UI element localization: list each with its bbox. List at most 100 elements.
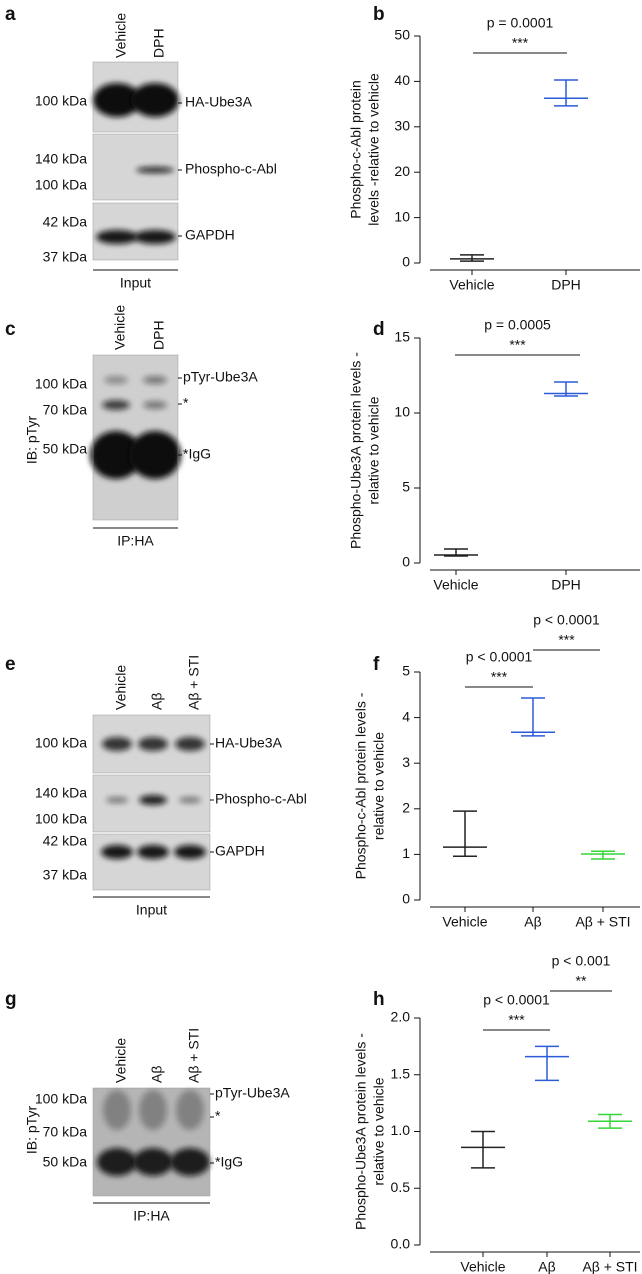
band-label: pTyr-Ube3A: [183, 369, 258, 385]
footer-label: Input: [120, 275, 151, 291]
band-label: *IgG: [215, 1154, 243, 1170]
footer-label: Input: [136, 902, 167, 918]
blot-band: [138, 737, 168, 751]
lane-label: DPH: [151, 320, 167, 350]
marker-label: 70 kDa: [43, 1124, 88, 1140]
y-tick-label: 10: [394, 404, 410, 420]
significance-stars: ***: [558, 632, 575, 648]
y-tick-label: 0.5: [391, 1179, 411, 1195]
y-axis-label: relative to vehicle: [371, 732, 387, 840]
blot-band: [103, 1090, 131, 1130]
blot-band: [175, 737, 205, 751]
blot-frame: [92, 774, 211, 833]
panel-letter: h: [373, 989, 385, 1010]
band-label: HA-Ube3A: [185, 94, 253, 110]
y-tick-label: 4: [402, 708, 410, 724]
lane-label: Aβ + STI: [186, 1028, 202, 1083]
blot-band: [139, 1090, 167, 1130]
band-label: Phospho-c-Abl: [215, 791, 307, 807]
y-axis-label: relative to vehicle: [366, 396, 382, 504]
blot-band: [176, 1090, 204, 1130]
y-tick-label: 40: [394, 72, 410, 88]
p-value: p < 0.001: [552, 953, 611, 969]
lane-label: DPH: [151, 28, 167, 58]
blot-band: [101, 845, 133, 859]
band-label: *IgG: [183, 446, 211, 462]
blot-band: [143, 376, 167, 384]
blot-band: [104, 376, 128, 384]
y-tick-label: 1: [402, 845, 410, 861]
significance-stars: **: [576, 973, 587, 989]
blot-frame: [92, 1087, 211, 1197]
y-axis-label: Phospho-Ube3A protein levels -: [348, 352, 364, 549]
marker-label: 100 kDa: [35, 177, 87, 193]
marker-label: 100 kDa: [35, 735, 87, 751]
panel-letter: a: [5, 4, 16, 25]
lane-label: Vehicle: [113, 13, 129, 58]
significance-stars: ***: [509, 337, 526, 353]
marker-label: 50 kDa: [43, 1154, 88, 1170]
marker-label: 42 kDa: [43, 833, 88, 849]
blot-frame: [92, 133, 179, 201]
footer-label: IP:HA: [133, 1208, 170, 1224]
marker-label: 100 kDa: [35, 376, 87, 392]
marker-label: 37 kDa: [43, 249, 88, 265]
blot-frame: [92, 833, 211, 891]
blot-band: [129, 431, 181, 479]
y-tick-label: 50: [394, 27, 410, 43]
blot-band: [179, 797, 201, 803]
marker-label: 140 kDa: [35, 151, 87, 167]
band-label: *: [183, 395, 189, 411]
lane-label: Aβ: [149, 1066, 165, 1083]
y-tick-label: 30: [394, 118, 410, 134]
y-axis-label: levels -relative to vehicle: [366, 73, 382, 226]
y-axis-label: Phospho-Ube3A protein levels -: [353, 1033, 369, 1230]
x-tick-label: Aβ + STI: [575, 914, 630, 930]
blot-band: [96, 230, 138, 244]
blot-frame: [92, 202, 179, 261]
blot-band: [174, 845, 206, 859]
panel-letter: g: [5, 989, 17, 1010]
lane-label: Aβ + STI: [186, 655, 202, 710]
blot-band: [106, 797, 128, 803]
y-tick-label: 0: [402, 891, 410, 907]
band-label: *: [215, 1108, 221, 1124]
marker-label: 100 kDa: [35, 811, 87, 827]
panel-letter: f: [373, 654, 380, 675]
band-label: Phospho-c-Abl: [185, 161, 277, 177]
band-label: HA-Ube3A: [215, 735, 283, 751]
y-axis-label: relative to vehicle: [371, 1077, 387, 1185]
blot-band: [170, 1148, 210, 1176]
blot-band: [90, 431, 142, 479]
side-label: IB: pTyr: [24, 1106, 40, 1155]
significance-stars: ***: [512, 35, 529, 51]
marker-label: 140 kDa: [35, 785, 87, 801]
blot-band: [131, 83, 179, 117]
blot-band: [133, 1148, 173, 1176]
x-tick-label: Aβ + STI: [582, 1259, 637, 1274]
footer-label: IP:HA: [117, 533, 154, 549]
x-tick-label: Aβ: [538, 1259, 555, 1274]
y-tick-label: 0: [402, 254, 410, 270]
y-tick-label: 1.0: [391, 1122, 411, 1138]
y-tick-label: 0: [402, 554, 410, 570]
x-tick-label: Vehicle: [433, 577, 478, 593]
x-tick-label: Vehicle: [449, 277, 494, 293]
lane-label: Vehicle: [112, 305, 128, 350]
blot-band: [102, 737, 132, 751]
p-value: p < 0.0001: [533, 612, 600, 628]
blot-band: [143, 401, 167, 409]
blot-band: [139, 795, 167, 805]
y-tick-label: 10: [394, 208, 410, 224]
blot-band: [102, 400, 130, 410]
p-value: p = 0.0005: [484, 317, 551, 333]
x-tick-label: Vehicle: [460, 1259, 505, 1274]
band-label: GAPDH: [215, 843, 265, 859]
x-tick-label: DPH: [551, 577, 581, 593]
blot-band: [137, 845, 169, 859]
p-value: p = 0.0001: [487, 15, 554, 31]
blot-frame: [92, 354, 179, 521]
lane-label: Vehicle: [113, 1038, 129, 1083]
y-tick-label: 2.0: [391, 1009, 411, 1025]
marker-label: 42 kDa: [43, 214, 88, 230]
